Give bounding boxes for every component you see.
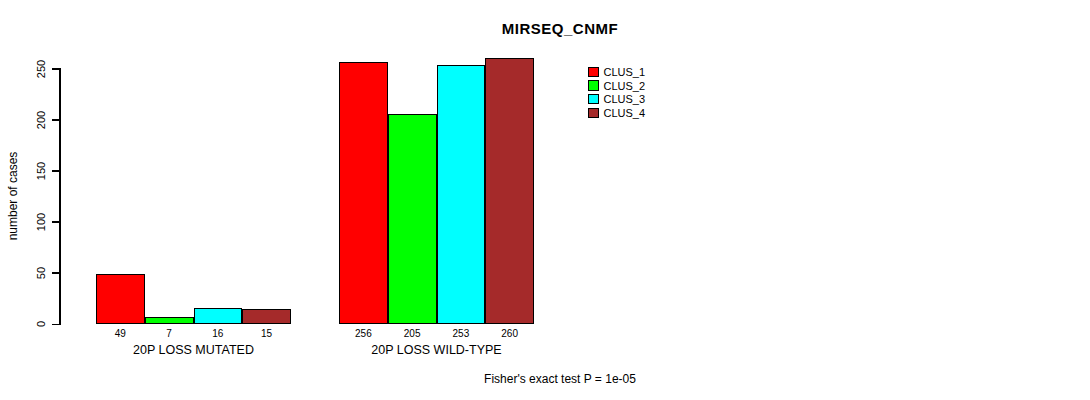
legend-swatch-clus-1: [588, 67, 599, 78]
bar-clus_2-2: [388, 114, 437, 324]
y-axis-tick: [52, 272, 59, 274]
legend-label: CLUS_1: [604, 66, 646, 78]
legend-swatch-clus-4: [588, 108, 599, 119]
bar-clus_4-2: [485, 58, 534, 324]
x-axis-group-label: 20P LOSS MUTATED: [96, 343, 291, 357]
y-axis-line: [59, 68, 61, 325]
bar-value-label: 15: [242, 328, 291, 339]
legend-item: CLUS_3: [588, 92, 645, 106]
bar-value-label: 260: [485, 328, 534, 339]
y-axis-tick-label: 0: [35, 321, 47, 327]
x-axis-group-label: 20P LOSS WILD-TYPE: [339, 343, 534, 357]
bar-chart-figure: MIRSEQ_CNMF number of cases CLUS_1 CLUS_…: [0, 0, 1090, 400]
legend-item: CLUS_2: [588, 79, 645, 93]
bar-clus_2-1: [145, 317, 194, 324]
bar-clus_4-1: [242, 309, 291, 324]
legend-item: CLUS_4: [588, 106, 645, 120]
y-axis-tick: [52, 68, 59, 70]
legend-label: CLUS_2: [604, 80, 646, 92]
chart-title: MIRSEQ_CNMF: [60, 20, 1060, 37]
y-axis-label: number of cases: [6, 152, 20, 241]
y-axis-tick-label: 50: [35, 267, 47, 279]
statistical-test-note: Fisher's exact test P = 1e-05: [60, 372, 1060, 386]
legend-item: CLUS_1: [588, 65, 645, 79]
bar-value-label: 16: [194, 328, 243, 339]
y-axis-tick-label: 150: [35, 162, 47, 180]
y-axis-tick: [52, 221, 59, 223]
y-axis-tick-label: 200: [35, 111, 47, 129]
bar-value-label: 49: [96, 328, 145, 339]
y-axis-tick-label: 250: [35, 60, 47, 78]
bar-clus_3-1: [194, 308, 243, 324]
bar-value-label: 253: [437, 328, 486, 339]
bar-clus_1-2: [339, 62, 388, 324]
y-axis-tick: [52, 170, 59, 172]
bar-value-label: 256: [339, 328, 388, 339]
legend-swatch-clus-3: [588, 94, 599, 105]
y-axis-tick: [52, 324, 59, 326]
bar-clus_1-1: [96, 274, 145, 324]
legend-label: CLUS_4: [604, 107, 646, 119]
legend-swatch-clus-2: [588, 80, 599, 91]
bar-value-label: 205: [388, 328, 437, 339]
y-axis-tick-label: 100: [35, 213, 47, 231]
bar-clus_3-2: [437, 65, 486, 324]
y-axis-tick: [52, 119, 59, 121]
legend-label: CLUS_3: [604, 93, 646, 105]
bar-value-label: 7: [145, 328, 194, 339]
legend: CLUS_1 CLUS_2 CLUS_3 CLUS_4: [588, 65, 645, 120]
